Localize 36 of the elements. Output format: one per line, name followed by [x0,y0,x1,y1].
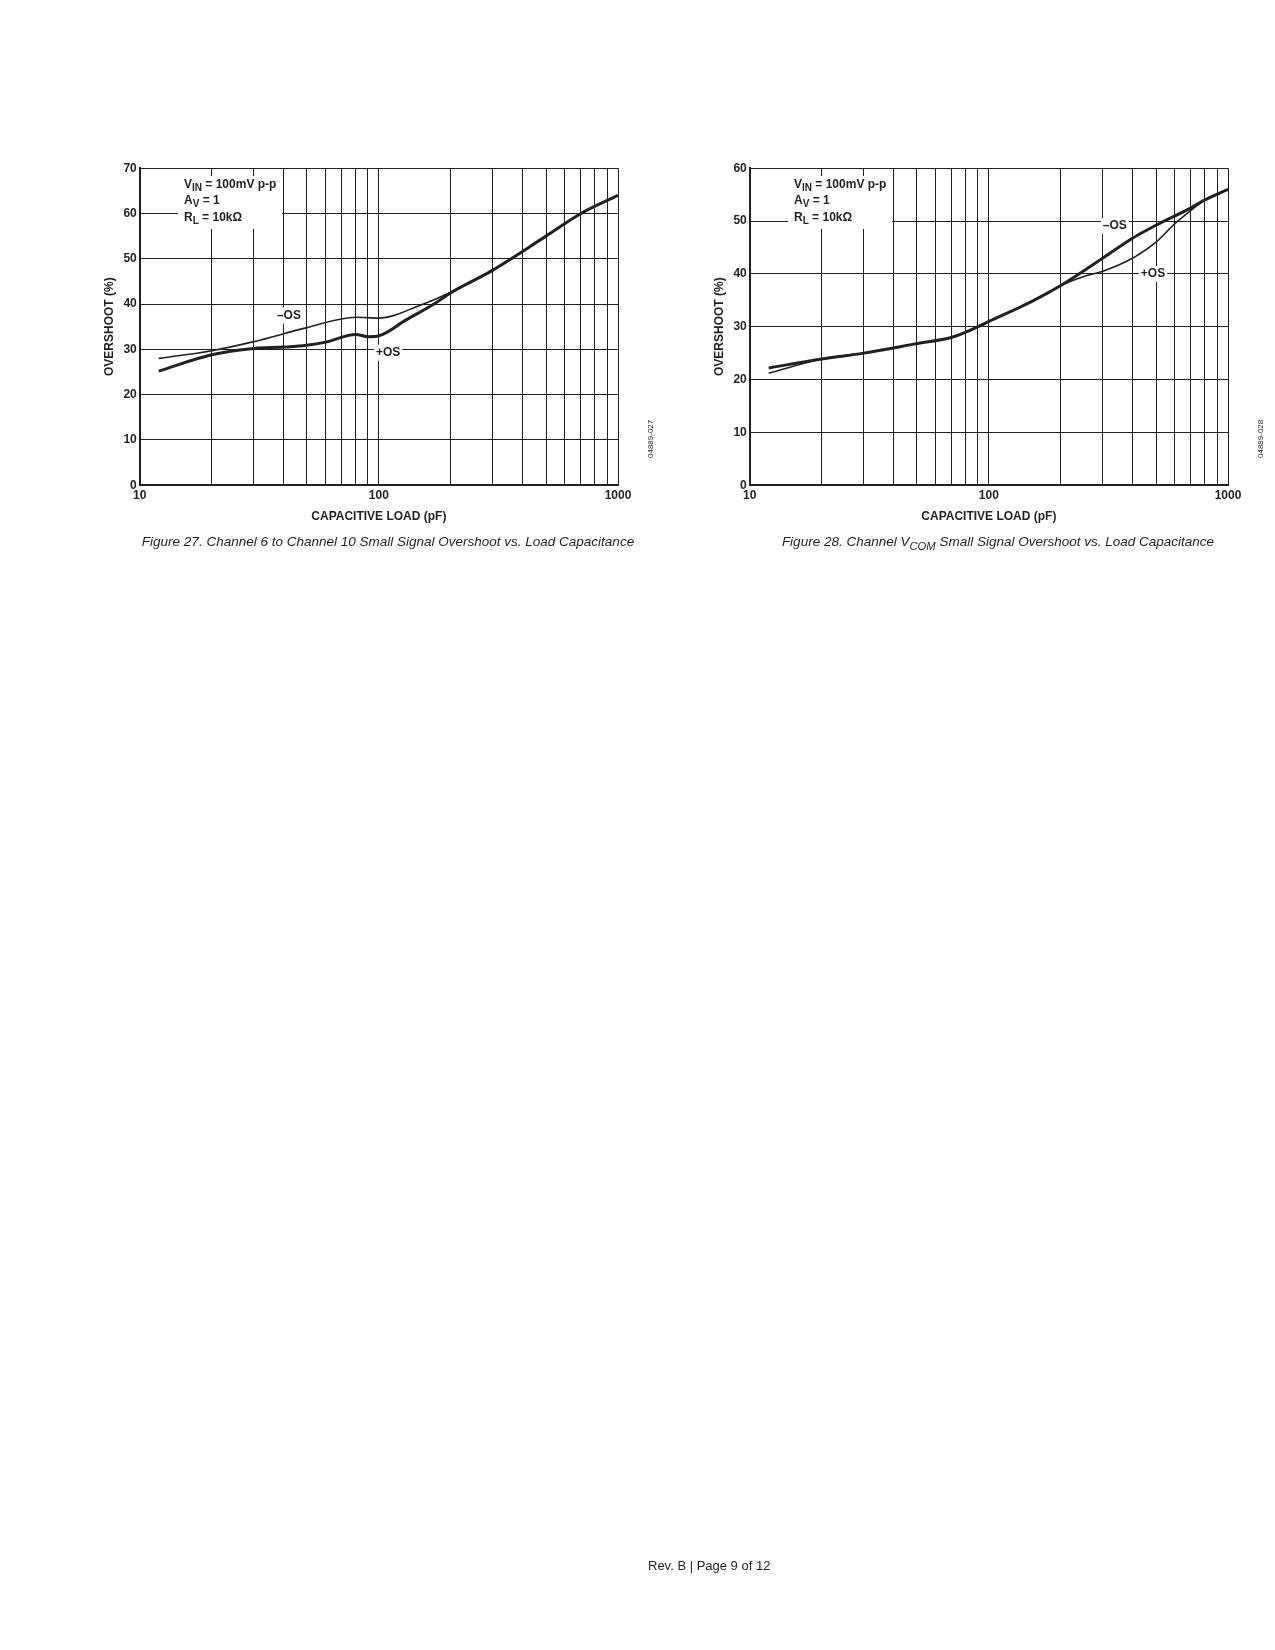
x-tick-label: 1000 [604,487,632,502]
annotation: R$_{L}$ = 10kΩ [794,209,854,228]
y-tick-label: 20 [733,371,748,386]
text: Figure 27. Channel 6 to Channel 10 Small Signal Overshoot vs. Load Capacitance [140,534,636,549]
text: Figure 28. Channel V$_{COM}$ Small Signal Overshoot vs. Load Capacitance [780,534,1216,552]
x-axis-title: CAPACITIVE LOAD (pF) [921,509,1057,524]
series-label: +OS [375,344,401,359]
x-tick-label: 1000 [1214,487,1242,502]
y-tick-label: 30 [123,341,138,356]
text: Rev. B | Page 9 of 12 [648,1558,771,1573]
y-tick-label: 50 [733,213,748,228]
x-tick-label: 100 [978,487,1000,502]
series-label: +OS [1140,266,1166,281]
annotation: A$_{V}$ = 1 [184,193,221,211]
y-tick-label: 60 [733,160,748,175]
y-tick-label: 40 [733,266,748,281]
y-tick-label: 70 [123,160,138,175]
series-label: –OS [1102,218,1127,233]
y-tick-label: 10 [733,424,748,439]
text: 04889-028 [1256,419,1265,458]
y-tick-label: 10 [123,432,138,447]
annotation: R$_{L}$ = 10kΩ [184,209,244,228]
series-label: –OS [276,307,301,322]
y-tick-label: 50 [123,251,138,266]
x-tick-label: 100 [368,487,390,502]
x-axis-title: CAPACITIVE LOAD (pF) [311,509,447,524]
y-tick-label: 30 [733,319,748,334]
y-tick-label: 40 [123,296,138,311]
y-tick-label: 20 [123,386,138,401]
text: 04889-027 [646,419,655,458]
annotation: A$_{V}$ = 1 [794,193,831,211]
annotation: V$_{IN}$ = 100mV p-p [794,177,887,195]
y-tick-label: 60 [123,205,138,220]
y-axis-title: OVERSHOOT (%) [711,277,726,377]
y-axis-title: OVERSHOOT (%) [101,277,116,377]
annotation: V$_{IN}$ = 100mV p-p [184,177,277,195]
